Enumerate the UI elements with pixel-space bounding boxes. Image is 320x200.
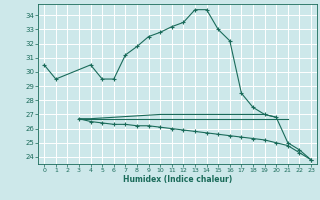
X-axis label: Humidex (Indice chaleur): Humidex (Indice chaleur) <box>123 175 232 184</box>
